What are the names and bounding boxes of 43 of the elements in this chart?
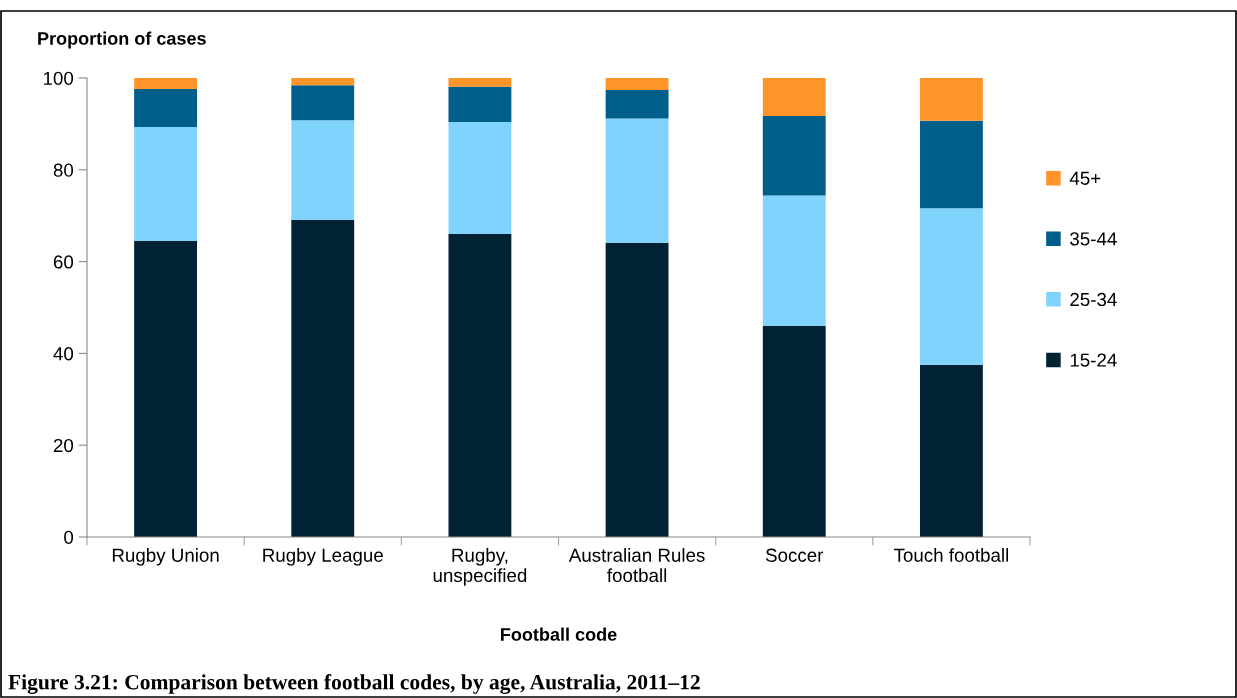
bar <box>134 240 198 537</box>
bar <box>762 195 826 326</box>
legend-label: 25-34 <box>1070 292 1117 307</box>
x-tick-label: Soccer <box>765 548 824 562</box>
y-tick-label: 60 <box>53 255 74 269</box>
y-axis-title: Proportion of cases <box>38 31 206 49</box>
bar <box>605 89 669 119</box>
bar <box>919 208 983 365</box>
x-tick-label: Rugby Union <box>112 548 219 566</box>
y-tick-label: 20 <box>53 438 74 453</box>
bar <box>134 89 198 128</box>
bar <box>762 116 826 196</box>
bar <box>605 78 669 90</box>
bar <box>291 219 355 537</box>
bar <box>448 234 512 537</box>
y-tick-label: 0 <box>64 530 74 544</box>
x-tick-label: Rugby League <box>263 548 383 566</box>
legend-label: 45+ <box>1069 171 1101 185</box>
y-tick-label: 100 <box>43 71 74 85</box>
bar <box>448 86 512 123</box>
bar <box>919 78 983 121</box>
x-tick-label: Touch football <box>893 548 1009 562</box>
x-tick-label: Australian Rules football <box>568 548 705 583</box>
bar <box>291 120 355 220</box>
bar <box>919 120 983 209</box>
bar <box>919 364 983 537</box>
x-tick-label: Rugby, unspecified <box>433 548 527 586</box>
bar <box>291 78 355 86</box>
y-tick-label: 40 <box>53 347 74 361</box>
bar <box>448 122 512 235</box>
bar <box>134 78 198 90</box>
legend-label: 35-44 <box>1070 232 1117 246</box>
legend-label: 15-24 <box>1070 353 1117 367</box>
bar <box>762 325 826 537</box>
bar <box>605 242 669 537</box>
y-tick-label: 80 <box>53 163 74 177</box>
bar <box>448 78 512 87</box>
bar <box>605 118 669 243</box>
bar <box>762 78 826 117</box>
text: Figure 3.21: Comparison between football codes, by age, Australia, 2011–12 <box>8 674 700 694</box>
x-axis-title: Football code <box>501 627 617 641</box>
bar <box>134 127 198 241</box>
bar <box>291 85 355 121</box>
